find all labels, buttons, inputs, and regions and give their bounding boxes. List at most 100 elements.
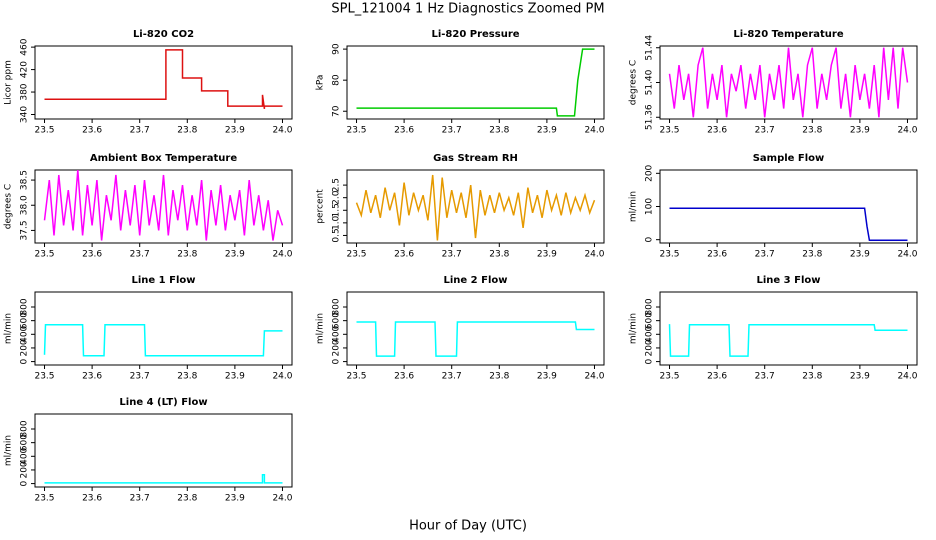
data-line [44,49,283,110]
plot-frame [34,169,293,244]
x-tick-label: 23.5 [659,126,679,136]
x-tick-label: 23.7 [755,372,775,382]
y-tick-label: 200 [332,339,342,356]
y-tick-label: 0 [20,358,30,364]
y-tick-label: 51.36 [645,104,655,130]
x-tick-label: 23.5 [659,250,679,260]
y-axis-label: ml/min [629,191,639,222]
x-tick-label: 23.5 [34,126,54,136]
data-line [356,48,595,117]
y-tick-label: 600 [332,312,342,329]
y-tick-label: 90 [332,43,342,55]
y-tick-label: 51.40 [645,69,655,95]
x-tick-label: 24.0 [272,372,292,382]
y-tick-label: 600 [20,434,30,451]
x-tick-label: 24.0 [897,250,917,260]
y-axis-label: kPa [316,75,326,91]
x-tick-label: 23.5 [34,372,54,382]
x-tick-label: 23.9 [225,126,245,136]
x-tick-label: 23.7 [130,126,150,136]
x-axis-label: Hour of Day (UTC) [409,519,527,534]
y-tick-label: 37.5 [20,220,30,240]
x-tick-label: 23.6 [82,494,102,504]
x-tick-label: 23.8 [177,250,197,260]
x-tick-label: 23.6 [707,126,727,136]
x-tick-label: 23.7 [130,372,150,382]
x-tick-label: 24.0 [897,126,917,136]
y-tick-label: 400 [645,325,655,342]
panel-title: Ambient Box Temperature [90,153,237,164]
panel-title: Line 1 Flow [132,275,196,286]
x-tick-label: 23.6 [82,372,102,382]
x-tick-label: 23.9 [537,372,557,382]
x-tick-label: 23.7 [442,250,462,260]
y-axis-label: ml/min [316,313,326,344]
x-tick-label: 23.8 [177,494,197,504]
y-tick-label: 200 [645,164,655,181]
y-tick-label: 2.5 [332,178,342,192]
y-tick-label: 380 [20,83,30,100]
x-tick-label: 24.0 [584,126,604,136]
x-tick-label: 23.7 [755,250,775,260]
panel-title: Li-820 Pressure [431,29,519,40]
x-tick-label: 23.5 [346,372,366,382]
plot-frame [659,291,918,366]
x-tick-label: 23.9 [850,250,870,260]
y-tick-label: 0 [645,237,655,243]
x-tick-label: 23.9 [537,250,557,260]
y-tick-label: 600 [20,312,30,329]
y-axis-label: Licor ppm [4,60,14,105]
x-tick-label: 23.9 [850,126,870,136]
y-tick-label: 38.0 [20,195,30,215]
x-tick-label: 23.6 [394,250,414,260]
x-tick-label: 24.0 [584,250,604,260]
y-tick-label: 1.0 [332,215,342,230]
x-tick-label: 23.6 [394,372,414,382]
plot-frame [346,45,605,120]
x-tick-label: 23.8 [802,372,822,382]
x-tick-label: 23.6 [707,250,727,260]
x-tick-label: 23.8 [177,126,197,136]
panel-title: Line 4 (LT) Flow [119,397,207,408]
y-axis-label: ml/min [4,435,14,466]
panel-title: Line 3 Flow [757,275,821,286]
x-tick-label: 23.6 [82,250,102,260]
data-line [43,169,284,241]
plot-frame [34,45,293,120]
data-line [669,207,908,242]
x-tick-label: 23.8 [802,126,822,136]
y-axis-label: degrees C [629,60,639,105]
x-tick-label: 23.8 [489,250,509,260]
panel-title: Gas Stream RH [433,153,518,164]
data-line [668,323,908,357]
x-tick-label: 23.8 [177,372,197,382]
y-tick-label: 400 [20,325,30,342]
plot-frame [346,291,605,366]
y-tick-label: 0 [645,358,655,364]
y-tick-label: 100 [645,198,655,215]
x-tick-label: 23.7 [442,372,462,382]
x-tick-label: 24.0 [897,372,917,382]
y-tick-label: 800 [332,298,342,315]
y-tick-label: 800 [20,420,30,437]
x-tick-label: 24.0 [272,250,292,260]
plot-frame [34,413,293,488]
y-axis-label: ml/min [629,313,639,344]
x-tick-label: 24.0 [272,494,292,504]
y-tick-label: 800 [20,298,30,315]
y-tick-label: 400 [20,447,30,464]
data-line [355,174,596,241]
data-line [44,473,283,484]
panel-title: Li-820 CO2 [133,29,194,40]
y-tick-label: 80 [332,74,342,86]
data-line [356,321,595,357]
chart-title: SPL_121004 1 Hz Diagnostics Zoomed PM [331,2,604,17]
y-tick-label: 200 [645,339,655,356]
x-tick-label: 23.9 [225,250,245,260]
x-tick-label: 23.9 [850,372,870,382]
y-tick-label: 0 [332,358,342,364]
x-tick-label: 23.7 [130,494,150,504]
y-axis-label: ml/min [4,313,14,344]
y-tick-label: 200 [20,339,30,356]
